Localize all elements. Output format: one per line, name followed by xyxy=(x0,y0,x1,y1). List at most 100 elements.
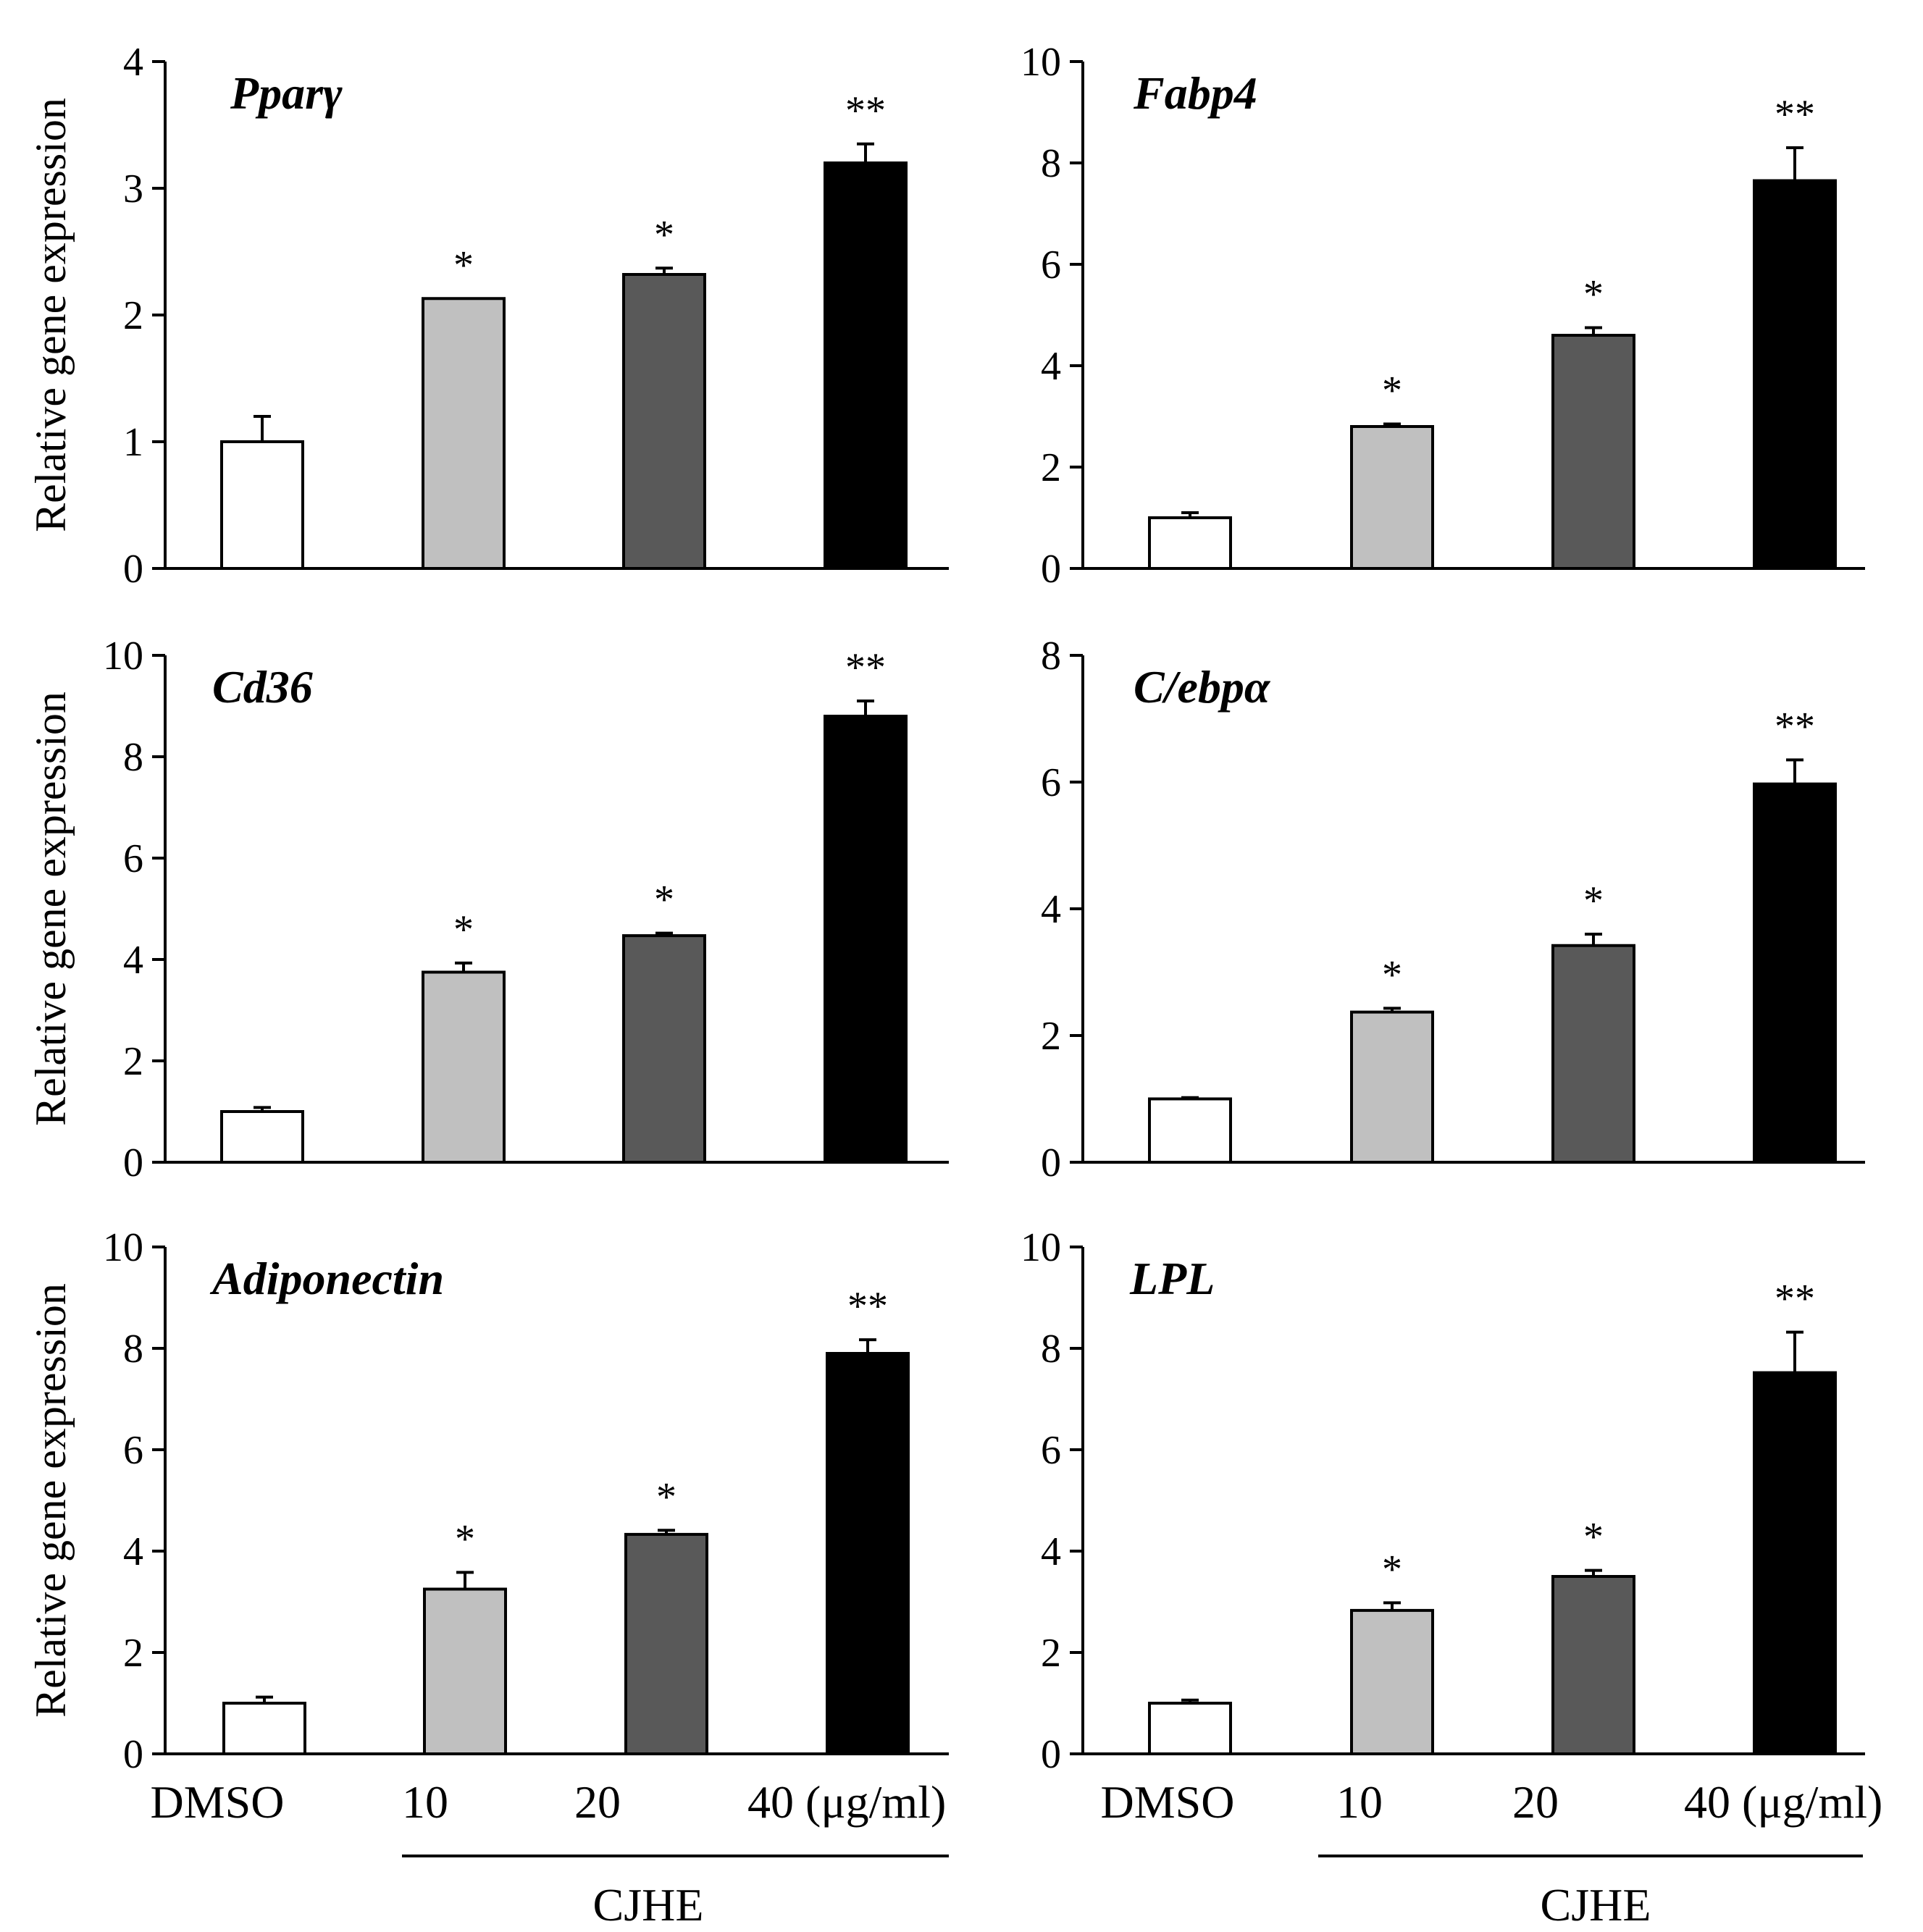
y-tick-label: 0 xyxy=(123,1141,143,1185)
x-label-10-left: 10 xyxy=(402,1776,448,1828)
bar xyxy=(422,297,506,570)
bar xyxy=(1753,179,1837,570)
significance-label: ** xyxy=(845,645,886,690)
bar xyxy=(622,273,706,570)
significance-label: * xyxy=(654,878,674,923)
y-tick-label: 0 xyxy=(123,1732,143,1777)
y-tick-label: 6 xyxy=(1041,1428,1061,1473)
significance-label: * xyxy=(654,212,674,257)
bar xyxy=(423,1587,507,1755)
bar xyxy=(824,715,908,1164)
significance-label: * xyxy=(656,1474,676,1519)
gene-title: Pparγ xyxy=(230,67,343,119)
bar xyxy=(222,1702,306,1755)
bar xyxy=(220,1110,304,1164)
significance-label: * xyxy=(1583,878,1604,923)
y-tick-label: 8 xyxy=(123,1327,143,1372)
y-axis-label: Relative gene expression xyxy=(27,1283,75,1718)
gene-title: Fabp4 xyxy=(1133,67,1257,119)
bar xyxy=(1753,782,1837,1164)
bar xyxy=(824,161,908,570)
x-label-40-left: 40 (μg/ml) xyxy=(747,1776,946,1828)
y-tick-label: 4 xyxy=(123,1529,143,1574)
significance-label: * xyxy=(455,1516,475,1561)
y-tick-label: 2 xyxy=(123,1039,143,1084)
y-tick-label: 4 xyxy=(123,40,143,85)
y-tick-label: 6 xyxy=(1041,760,1061,805)
y-tick-label: 6 xyxy=(123,1428,143,1473)
y-tick-label: 4 xyxy=(1041,1529,1061,1574)
bar xyxy=(1551,944,1635,1164)
y-tick-label: 8 xyxy=(1041,141,1061,186)
y-tick-label: 10 xyxy=(103,1225,143,1270)
x-axis-labels: DMSO 10 20 40 (μg/ml) DMSO 10 20 40 (μg/… xyxy=(151,1776,1883,1828)
bar xyxy=(1350,1010,1434,1164)
y-axis-label: Relative gene expression xyxy=(27,98,75,532)
significance-label: ** xyxy=(1775,1277,1815,1322)
bar xyxy=(1753,1371,1837,1755)
significance-label: * xyxy=(1583,1515,1604,1560)
x-label-10-right: 10 xyxy=(1336,1776,1383,1828)
significance-label: * xyxy=(453,243,474,287)
bar xyxy=(1551,334,1635,570)
y-tick-label: 0 xyxy=(123,547,143,592)
significance-label: * xyxy=(1382,952,1402,997)
bar xyxy=(422,970,506,1164)
significance-label: * xyxy=(1382,369,1402,413)
bar xyxy=(1148,516,1232,570)
y-tick-label: 1 xyxy=(123,420,143,465)
y-tick-label: 4 xyxy=(1041,887,1061,932)
group-label-right: CJHE xyxy=(1541,1879,1651,1931)
y-tick-label: 0 xyxy=(1041,1732,1061,1777)
bar xyxy=(1148,1097,1232,1164)
bar xyxy=(622,934,706,1164)
y-axis-label: Relative gene expression xyxy=(27,692,75,1126)
bar xyxy=(1350,1608,1434,1755)
significance-label: * xyxy=(453,907,474,952)
significance-label: * xyxy=(1382,1547,1402,1592)
bar xyxy=(1350,425,1434,570)
gene-title: C/ebpα xyxy=(1134,661,1271,713)
x-label-dmso-left: DMSO xyxy=(151,1776,285,1828)
y-tick-label: 10 xyxy=(1021,40,1061,85)
y-tick-label: 4 xyxy=(1041,344,1061,389)
y-tick-label: 2 xyxy=(1041,1014,1061,1059)
x-label-40-right: 40 (μg/ml) xyxy=(1684,1776,1882,1828)
y-tick-label: 4 xyxy=(123,938,143,983)
x-label-20-right: 20 xyxy=(1512,1776,1559,1828)
treatment-group-brackets: CJHE CJHE xyxy=(402,1855,1863,1931)
significance-label: ** xyxy=(1775,92,1815,137)
y-tick-label: 0 xyxy=(1041,1141,1061,1185)
y-tick-label: 8 xyxy=(123,735,143,780)
y-tick-label: 2 xyxy=(123,293,143,338)
y-tick-label: 2 xyxy=(123,1631,143,1676)
x-label-20-left: 20 xyxy=(574,1776,621,1828)
significance-label: ** xyxy=(845,88,886,133)
bar xyxy=(1148,1702,1232,1755)
y-tick-label: 8 xyxy=(1041,1327,1061,1372)
y-tick-label: 0 xyxy=(1041,547,1061,592)
y-tick-label: 2 xyxy=(1041,1631,1061,1676)
y-tick-label: 2 xyxy=(1041,445,1061,490)
bar xyxy=(1551,1575,1635,1755)
bar xyxy=(220,440,304,570)
gene-title: Cd36 xyxy=(212,661,313,713)
y-tick-label: 10 xyxy=(1021,1225,1061,1270)
chart-panel-5: 0 2 4 6 8 10 Relative gene expression Adiponect… xyxy=(27,1225,949,1777)
bar xyxy=(624,1532,708,1755)
y-tick-label: 8 xyxy=(1041,634,1061,679)
significance-label: ** xyxy=(847,1284,888,1329)
gene-title: LPL xyxy=(1129,1253,1215,1304)
y-tick-label: 3 xyxy=(123,167,143,211)
bar xyxy=(826,1352,910,1755)
y-tick-label: 10 xyxy=(103,634,143,679)
gene-title: Adiponectin xyxy=(209,1253,444,1304)
significance-label: ** xyxy=(1775,704,1815,749)
